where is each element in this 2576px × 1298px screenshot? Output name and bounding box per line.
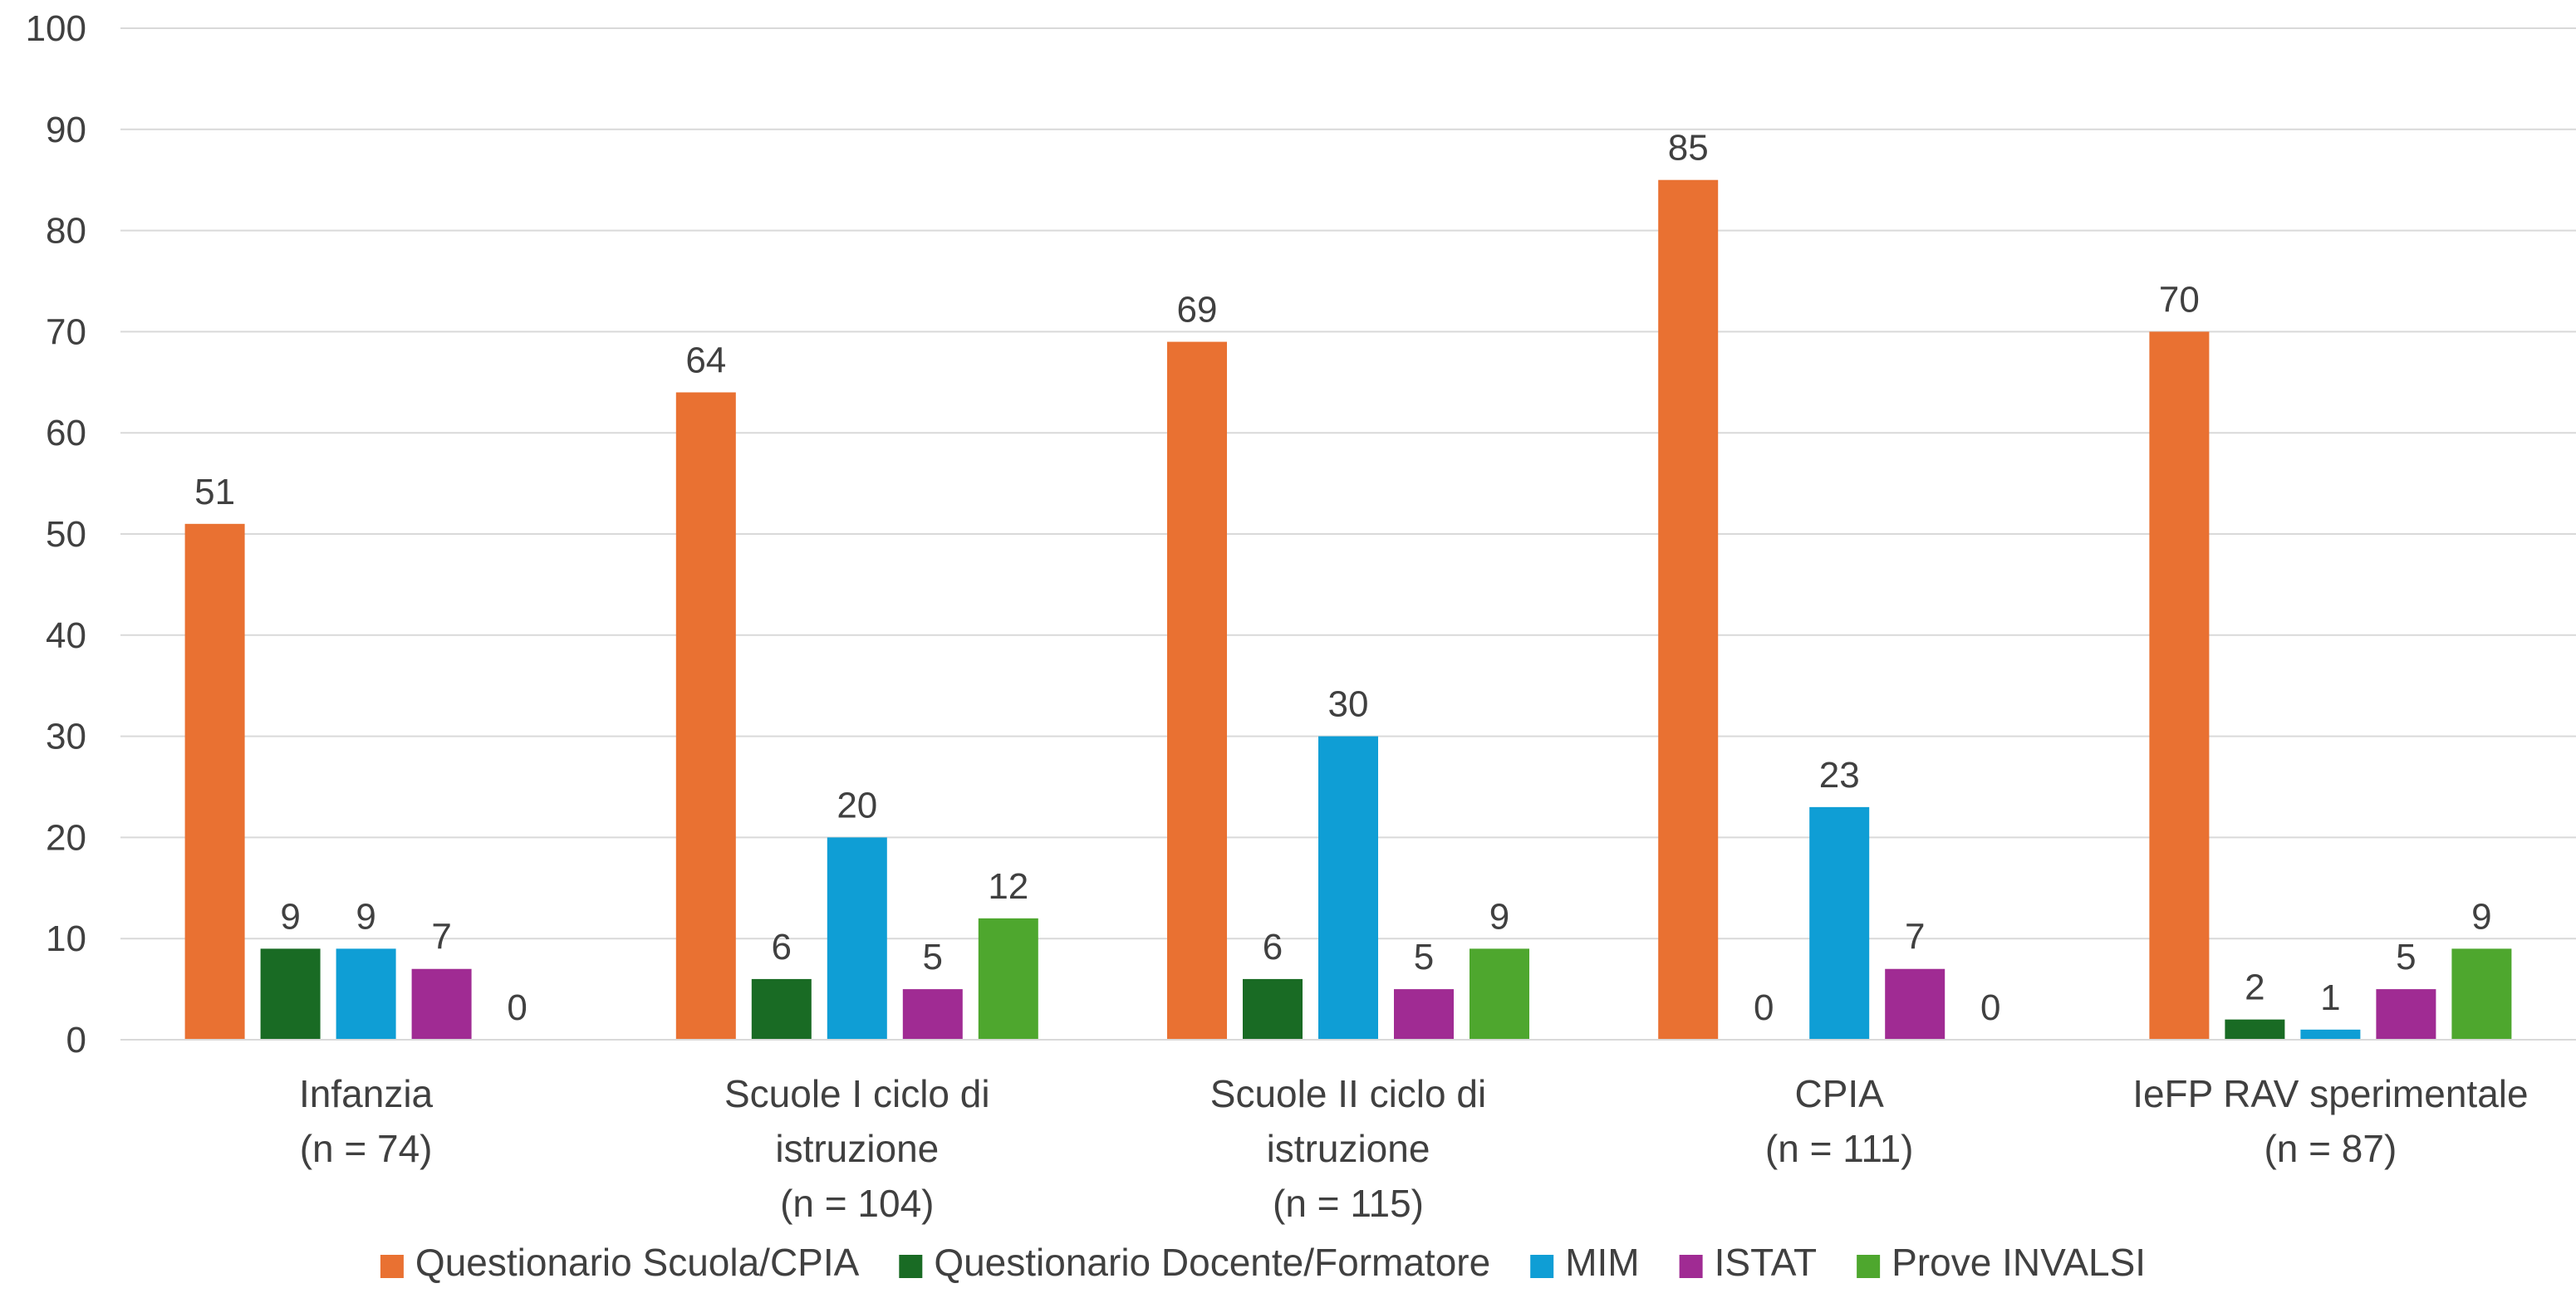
bar <box>751 978 812 1040</box>
legend-swatch <box>1679 1255 1703 1278</box>
y-tick-label: 60 <box>46 413 86 453</box>
legend-label: Prove INVALSI <box>1892 1241 2146 1284</box>
data-label: 70 <box>2159 279 2200 320</box>
data-label: 5 <box>1414 937 1434 977</box>
y-tick-label: 80 <box>46 211 86 252</box>
legend-label: Questionario Docente/Formatore <box>934 1241 1490 1284</box>
bar <box>902 989 963 1040</box>
data-label: 85 <box>1668 128 1709 169</box>
gridlines <box>120 27 2576 940</box>
bar <box>827 837 887 1040</box>
bar <box>1470 948 1529 1040</box>
bar <box>336 948 396 1040</box>
category-label: (n = 87) <box>2264 1127 2397 1170</box>
data-label: 51 <box>194 472 235 512</box>
data-label: 9 <box>2471 896 2491 937</box>
data-label: 23 <box>1819 755 1860 796</box>
bar <box>2149 331 2210 1040</box>
y-tick-label: 0 <box>66 1020 86 1060</box>
data-label: 2 <box>2245 967 2264 1008</box>
bar <box>2300 1029 2361 1040</box>
data-label: 20 <box>837 785 877 825</box>
bar <box>1885 968 1945 1040</box>
category-label: CPIA <box>1795 1072 1885 1115</box>
category-label: Scuole I ciclo di <box>724 1072 990 1115</box>
y-tick-label: 30 <box>46 717 86 757</box>
bar <box>1809 806 1870 1040</box>
category-label: (n = 104) <box>780 1182 934 1225</box>
legend-label: MIM <box>1565 1241 1639 1284</box>
bar <box>1318 736 1378 1040</box>
data-label: 1 <box>2320 977 2340 1018</box>
y-tick-label: 20 <box>46 817 86 858</box>
y-tick-label: 70 <box>46 311 86 352</box>
legend-swatch <box>899 1255 923 1278</box>
data-label: 9 <box>280 896 300 937</box>
data-label: 5 <box>923 937 943 977</box>
y-tick-label: 90 <box>46 110 86 150</box>
category-label: istruzione <box>1267 1127 1430 1170</box>
legend: Questionario Scuola/CPIA Questionario Doc… <box>380 1241 2146 1284</box>
data-label: 0 <box>1754 987 1774 1028</box>
bar <box>184 523 245 1040</box>
legend-swatch <box>380 1255 404 1278</box>
data-label: 12 <box>988 866 1028 907</box>
y-tick-label: 100 <box>26 8 86 49</box>
data-label: 64 <box>685 340 726 380</box>
bar <box>675 392 736 1041</box>
y-axis-ticks: 0 10 20 30 40 50 60 70 80 90 100 <box>26 8 86 1060</box>
legend-item: Questionario Docente/Formatore <box>899 1241 1490 1284</box>
category-label: (n = 115) <box>1273 1182 1424 1225</box>
bar <box>411 968 472 1040</box>
category-label: istruzione <box>775 1127 939 1170</box>
bar <box>260 948 321 1040</box>
data-label: 9 <box>1489 896 1509 937</box>
legend-item: Questionario Scuola/CPIA <box>380 1241 860 1284</box>
data-label: 0 <box>1980 987 2000 1028</box>
bar <box>2225 1019 2285 1040</box>
data-label: 7 <box>431 917 451 958</box>
bar <box>1394 989 1454 1040</box>
data-label: 5 <box>2396 937 2416 977</box>
bar <box>1167 341 1227 1041</box>
bar <box>978 918 1038 1040</box>
bar <box>2451 948 2512 1040</box>
legend-swatch <box>1530 1255 1554 1278</box>
data-label: 6 <box>772 927 792 967</box>
legend-item: ISTAT <box>1679 1241 1818 1284</box>
bar <box>1243 978 1303 1040</box>
data-label: 69 <box>1177 290 1218 331</box>
y-tick-label: 50 <box>46 514 86 555</box>
legend-label: ISTAT <box>1715 1241 1818 1284</box>
data-label: 0 <box>507 987 527 1028</box>
data-label: 7 <box>1905 917 1925 958</box>
data-label: 6 <box>1263 927 1283 967</box>
category-label: IeFP RAV sperimentale <box>2132 1072 2528 1115</box>
bars <box>184 179 2512 1041</box>
y-tick-label: 10 <box>46 918 86 959</box>
bar <box>2376 989 2436 1040</box>
legend-label: Questionario Scuola/CPIA <box>415 1241 860 1284</box>
data-label: 9 <box>356 896 375 937</box>
y-tick-label: 40 <box>46 615 86 656</box>
category-label: (n = 111) <box>1765 1127 1914 1170</box>
category-label: Infanzia <box>299 1072 434 1115</box>
legend-item: MIM <box>1530 1241 1640 1284</box>
category-label: Scuole II ciclo di <box>1210 1072 1486 1115</box>
legend-item: Prove INVALSI <box>1857 1241 2146 1284</box>
legend-swatch <box>1857 1255 1881 1278</box>
data-label: 30 <box>1328 684 1369 725</box>
bar <box>1658 179 1719 1041</box>
category-labels: Infanzia (n = 74) Scuole I ciclo di istruzi… <box>299 1072 2529 1225</box>
category-label: (n = 74) <box>300 1127 433 1170</box>
